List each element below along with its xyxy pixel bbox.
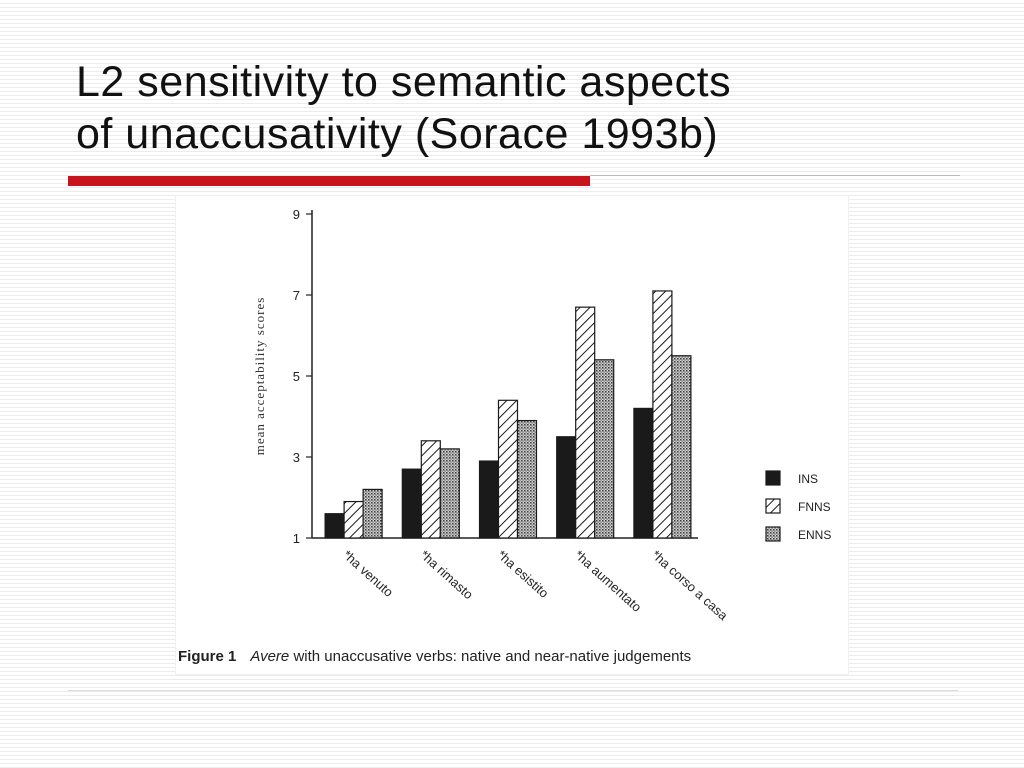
bar-enns-1 (439, 448, 460, 539)
legend-swatch-enns (765, 526, 781, 542)
bar-ins-4 (633, 407, 654, 539)
y-tick-label: 7 (293, 288, 300, 303)
y-tick-label: 9 (293, 207, 300, 222)
x-category-label: *ha rimasto (417, 547, 476, 602)
slide-title-line-1: L2 sensitivity to semantic aspects (76, 58, 732, 106)
figure-caption-text: with unaccusative verbs: native and near… (289, 648, 692, 665)
footer-rule (68, 690, 958, 691)
bar-ins-2 (478, 460, 500, 539)
x-category-label: *ha esistito (494, 547, 551, 601)
bar-ins-0 (324, 513, 345, 539)
bar-enns-4 (671, 355, 692, 539)
slide-title: L2 sensitivity to semantic aspects of un… (76, 56, 976, 160)
bar-ins-3 (556, 436, 577, 539)
y-axis-label: mean acceptability scores (252, 297, 267, 456)
bar-chart: 1 3 5 7 9 mean acceptability scores *ha venuto… (252, 207, 831, 624)
y-tick-label: 1 (293, 531, 300, 546)
bar-ins-1 (401, 468, 422, 539)
y-tick-label: 3 (293, 450, 300, 465)
x-category-label: *ha corso a casa (649, 547, 732, 623)
title-underline-red (68, 176, 590, 186)
legend-label-fnns: FNNS (798, 500, 831, 514)
bar-fnns-1 (420, 440, 441, 539)
bar-fnns-3 (575, 306, 596, 539)
bar-fnns-0 (343, 500, 364, 539)
x-category-label: *ha venuto (340, 547, 396, 600)
figure-caption-italic: Avere (250, 648, 290, 665)
x-category-label: *ha aumentato (572, 547, 645, 615)
figure-caption-label: Figure 1 (178, 648, 237, 665)
bar-fnns-2 (497, 399, 519, 539)
legend-swatch-ins (765, 470, 781, 486)
legend-swatch-fnns (765, 498, 781, 514)
bar-enns-3 (594, 359, 615, 539)
bar-fnns-4 (652, 290, 673, 539)
bar-enns-2 (516, 419, 538, 539)
bar-enns-0 (362, 488, 383, 539)
figure-panel: 1 3 5 7 9 mean acceptability scores *ha venuto… (176, 196, 848, 674)
title-underline-grey (590, 175, 960, 176)
legend-label-enns: ENNS (798, 528, 831, 542)
figure-caption: Figure 1 Avere with unaccusative verbs: n… (178, 648, 846, 665)
slide-title-line-2: of unaccusativity (Sorace 1993b) (76, 110, 719, 158)
y-tick-label: 5 (293, 369, 300, 384)
legend-label-ins: INS (798, 472, 818, 486)
